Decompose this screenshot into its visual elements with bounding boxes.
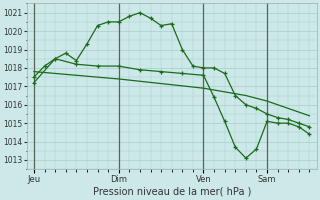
X-axis label: Pression niveau de la mer( hPa ): Pression niveau de la mer( hPa ): [92, 187, 251, 197]
